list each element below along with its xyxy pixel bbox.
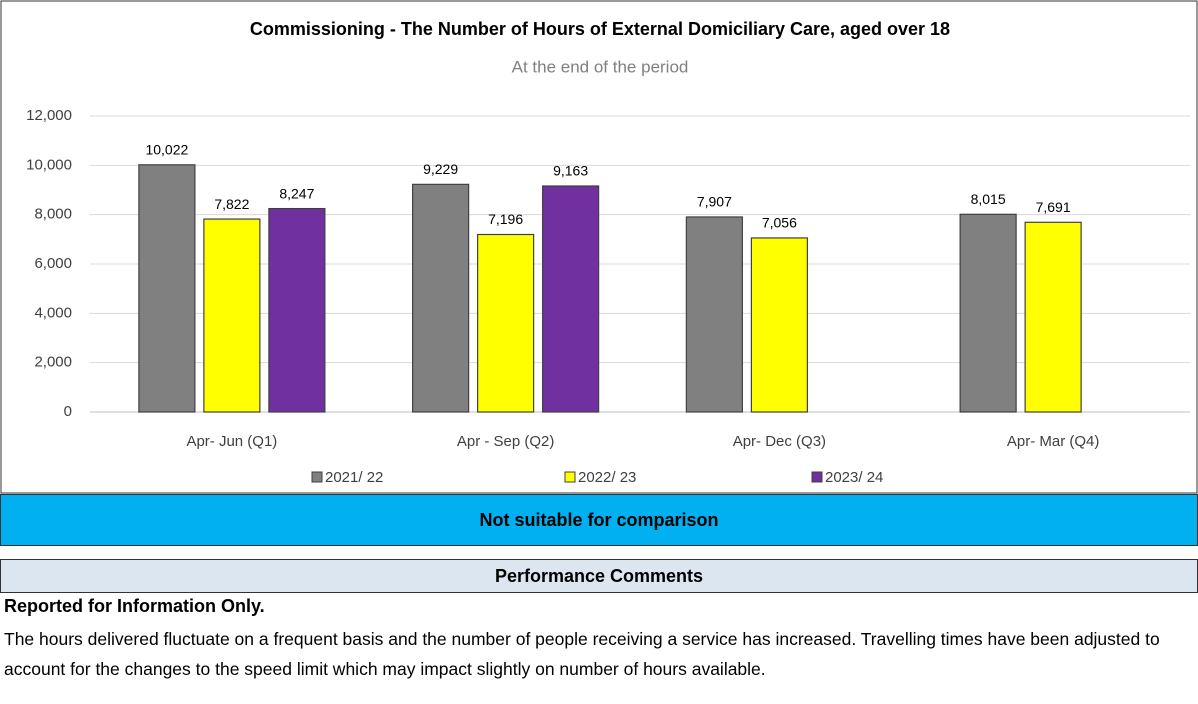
value-label: 9,163 (553, 163, 588, 179)
y-tick-label: 0 (64, 403, 72, 420)
legend-swatch (564, 471, 576, 483)
bar (1024, 221, 1082, 413)
chart: Commissioning - The Number of Hours of E… (0, 0, 1198, 494)
legend-label: 2023/ 24 (825, 469, 883, 486)
legend-swatch (311, 471, 323, 483)
value-label: 9,229 (423, 161, 458, 177)
chart-title: Commissioning - The Number of Hours of E… (250, 19, 950, 39)
value-label: 7,822 (214, 196, 249, 212)
comments-text: The hours delivered fluctuate on a frequ… (4, 629, 1160, 679)
y-tick-label: 2,000 (34, 354, 72, 371)
x-tick-label: Apr- Mar (Q4) (1007, 433, 1100, 450)
y-tick-label: 12,000 (26, 107, 72, 124)
bar (268, 207, 326, 413)
chart-subtitle: At the end of the period (512, 57, 689, 76)
value-label: 7,691 (1036, 199, 1071, 215)
legend-swatch (811, 471, 823, 483)
comments-header: Performance Comments (0, 559, 1198, 593)
comments-heading: Reported for Information Only. (4, 596, 265, 616)
banner: Not suitable for comparison (0, 494, 1198, 546)
bar (685, 216, 743, 413)
y-tick-label: 10,000 (26, 156, 72, 173)
legend-label: 2022/ 23 (578, 469, 636, 486)
bar (477, 233, 535, 413)
y-tick-label: 6,000 (34, 255, 72, 272)
bar (412, 183, 470, 413)
x-tick-label: Apr- Dec (Q3) (733, 433, 826, 450)
bar (750, 237, 808, 413)
x-tick-label: Apr- Jun (Q1) (186, 433, 277, 450)
value-label: 10,022 (145, 141, 188, 157)
x-tick-label: Apr - Sep (Q2) (457, 433, 555, 450)
value-label: 8,015 (971, 191, 1006, 207)
value-label: 7,907 (697, 194, 732, 210)
value-label: 8,247 (279, 185, 314, 201)
bar (203, 218, 261, 413)
y-tick-label: 4,000 (34, 304, 72, 321)
value-label: 7,056 (762, 215, 797, 231)
bar (959, 213, 1017, 413)
legend-label: 2021/ 22 (325, 469, 383, 486)
bar (542, 185, 600, 413)
y-tick-label: 8,000 (34, 206, 72, 223)
bar (138, 164, 196, 413)
value-label: 7,196 (488, 211, 523, 227)
